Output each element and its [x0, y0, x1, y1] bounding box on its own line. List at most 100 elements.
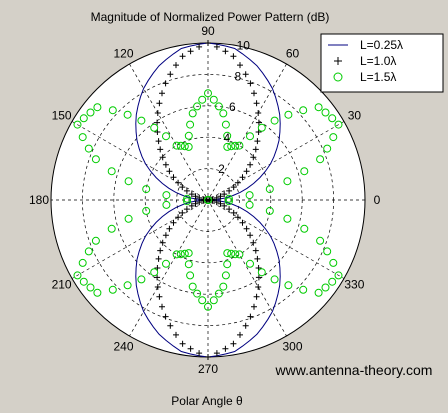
data-point-circle — [107, 167, 116, 176]
data-point-plus — [196, 350, 203, 357]
data-point-plus — [237, 331, 243, 338]
data-point-plus — [159, 154, 166, 161]
data-point-circle — [124, 177, 133, 186]
data-point-circle — [137, 275, 146, 284]
data-point-circle — [314, 288, 323, 297]
data-point-plus — [196, 43, 203, 50]
data-point-plus — [156, 100, 163, 107]
data-point-circle — [204, 89, 212, 98]
data-point-circle — [257, 268, 266, 277]
data-point-circle — [334, 120, 343, 129]
data-point-plus — [187, 345, 194, 352]
data-point-plus — [213, 199, 220, 206]
data-point-circle — [204, 302, 212, 311]
data-point-circle — [227, 142, 236, 151]
data-point-circle — [162, 191, 171, 200]
data-point-plus — [242, 71, 249, 78]
data-point-circle — [316, 155, 325, 164]
data-point-circle — [299, 106, 308, 115]
data-point-circle — [183, 194, 192, 203]
data-point-plus — [255, 274, 262, 281]
data-point-circle — [142, 206, 151, 215]
angle-tick-270: 270 — [198, 362, 218, 376]
data-point-circle — [184, 260, 193, 269]
legend-swatch-circle — [333, 72, 343, 82]
data-point-plus — [239, 219, 246, 226]
data-point-circle — [162, 259, 170, 268]
data-point-circle — [107, 224, 116, 233]
data-point-circle — [223, 249, 232, 258]
data-point-circle — [137, 116, 146, 125]
data-point-circle — [219, 109, 228, 118]
data-point-circle — [231, 141, 240, 150]
data-point-circle — [78, 133, 87, 142]
data-point-circle — [219, 282, 228, 291]
data-point-circle — [91, 155, 100, 164]
data-point-circle — [172, 250, 181, 259]
data-point-plus — [162, 161, 169, 168]
data-point-circle — [204, 196, 212, 204]
data-point-circle — [162, 132, 170, 141]
data-point-circle — [299, 285, 308, 294]
data-point-plus — [251, 90, 257, 97]
data-point-plus — [159, 90, 165, 97]
legend-label-2: L=1.0λ — [360, 54, 396, 68]
data-point-circle — [176, 250, 185, 259]
data-point-plus — [173, 62, 179, 69]
data-point-circle — [184, 142, 193, 151]
data-point-circle — [73, 120, 82, 129]
data-point-circle — [73, 271, 82, 280]
data-point-plus — [230, 53, 237, 60]
data-point-plus — [243, 168, 250, 175]
angle-tick-0: 0 — [374, 193, 381, 207]
data-point-circle — [188, 109, 197, 118]
data-point-plus — [255, 110, 262, 116]
data-point-circle — [223, 131, 232, 140]
radial-tick-10: 10 — [237, 38, 251, 52]
data-point-circle — [329, 133, 338, 142]
data-point-circle — [214, 102, 223, 111]
data-point-plus — [173, 331, 179, 338]
data-point-circle — [246, 132, 254, 141]
data-point-circle — [221, 271, 230, 280]
data-point-circle — [284, 110, 293, 119]
data-point-circle — [108, 106, 117, 115]
data-point-circle — [184, 249, 193, 258]
data-point-plus — [156, 293, 163, 300]
data-point-plus — [205, 197, 211, 203]
data-point-plus — [252, 247, 259, 254]
legend-swatch-plus — [334, 57, 342, 65]
data-point-plus — [205, 354, 211, 360]
data-point-circle — [300, 224, 309, 233]
data-point-plus — [183, 187, 190, 194]
tick-labels: 0 30 60 90 120 150 180 210 240 270 300 330 2 4 6 8 10 — [29, 24, 381, 376]
data-point-circle — [108, 285, 117, 294]
data-point-circle — [283, 177, 292, 186]
data-point-plus — [157, 146, 164, 153]
data-point-circle — [172, 141, 181, 150]
data-point-circle — [300, 167, 309, 176]
radial-tick-6: 6 — [229, 100, 236, 114]
data-point-plus — [234, 214, 241, 221]
angle-tick-180: 180 — [29, 193, 49, 207]
data-point-plus — [221, 191, 228, 198]
data-point-plus — [154, 284, 161, 290]
data-point-circle — [328, 114, 337, 123]
data-point-plus — [170, 219, 177, 226]
data-point-circle — [84, 247, 93, 256]
data-point-plus — [250, 239, 257, 246]
data-point-plus — [155, 255, 162, 262]
data-point-plus — [217, 193, 224, 200]
data-point-circle — [186, 120, 195, 129]
data-point-plus — [179, 53, 186, 60]
data-point-circle — [214, 289, 223, 298]
data-point-circle — [79, 277, 88, 286]
data-point-plus — [179, 340, 186, 347]
data-point-circle — [323, 144, 332, 153]
angle-tick-30: 30 — [348, 109, 362, 123]
data-point-plus — [179, 209, 186, 216]
series-3 — [73, 89, 343, 311]
angle-tick-210: 210 — [52, 278, 72, 292]
data-point-circle — [180, 249, 189, 258]
angle-tick-90: 90 — [201, 24, 215, 38]
